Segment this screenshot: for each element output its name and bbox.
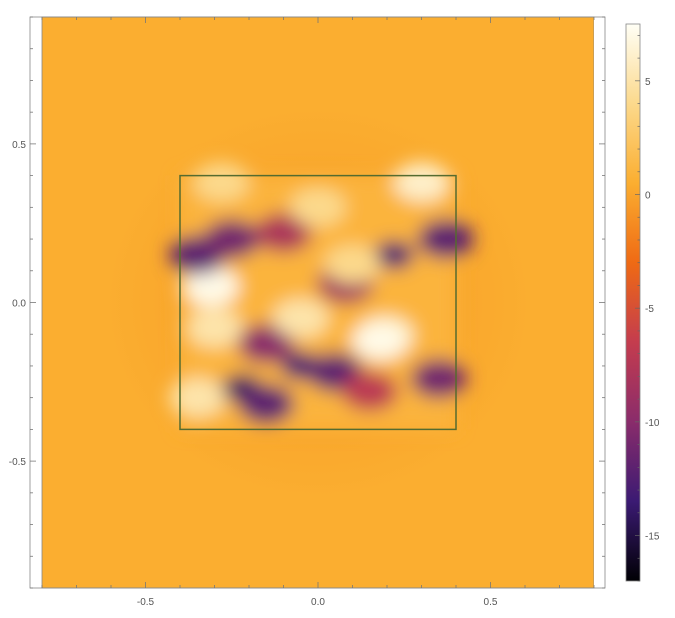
y-tick-label: -0.5 bbox=[9, 457, 27, 468]
y-tick-label: 0.5 bbox=[12, 140, 26, 151]
colorbar-tick-label: -15 bbox=[645, 532, 660, 543]
x-tick-label: -0.5 bbox=[137, 597, 155, 608]
heatmap-region bbox=[169, 378, 226, 418]
heatmap-region bbox=[417, 219, 474, 259]
heatmap-region bbox=[255, 213, 312, 253]
heatmap-region bbox=[183, 267, 240, 307]
heatmap-region bbox=[186, 308, 243, 348]
heatmap-region bbox=[324, 244, 381, 285]
heatmap-region bbox=[393, 162, 450, 202]
colorbar-tick-label: -10 bbox=[645, 418, 660, 429]
heatmap-region bbox=[352, 320, 409, 361]
square-outline bbox=[179, 174, 457, 431]
colorbar-tick-label: -5 bbox=[645, 304, 654, 315]
heatmap-region bbox=[373, 240, 414, 269]
heatmap-region bbox=[203, 219, 260, 259]
colorbar: 5 0 -5 -10 -15 bbox=[625, 23, 660, 582]
colorbar-ticks bbox=[635, 35, 640, 582]
plot-area bbox=[42, 17, 594, 588]
heatmap-region bbox=[341, 371, 398, 411]
axis-ticks bbox=[30, 16, 605, 589]
heatmap-region bbox=[238, 324, 295, 364]
x-tick-label: 0.0 bbox=[311, 597, 325, 608]
x-tick-label: 0.5 bbox=[484, 597, 498, 608]
y-tick-label: 0.0 bbox=[12, 299, 26, 310]
heatmap-region bbox=[193, 162, 250, 202]
heatmap-region bbox=[410, 359, 467, 399]
colorbar-gradient bbox=[625, 23, 641, 582]
heatmap-region bbox=[272, 298, 329, 338]
heatmap-region bbox=[238, 384, 295, 424]
colorbar-tick-label: 5 bbox=[645, 77, 651, 88]
heatmap-region bbox=[290, 187, 346, 227]
colorbar-tick-label: 0 bbox=[645, 191, 651, 202]
